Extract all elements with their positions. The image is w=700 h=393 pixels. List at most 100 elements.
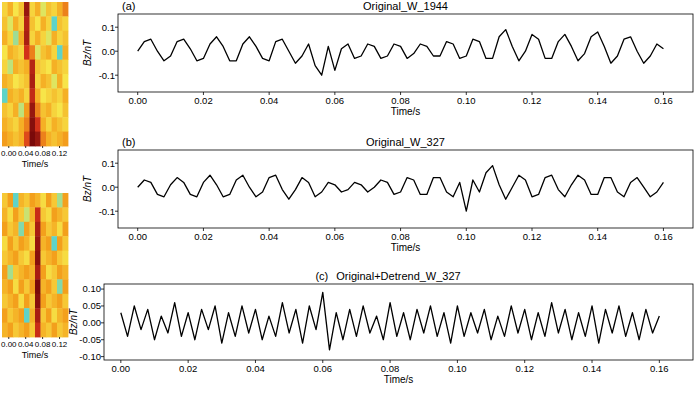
- heat-cell: [63, 2, 69, 17]
- heat-cell: [30, 74, 36, 89]
- heat-cell: [13, 117, 19, 132]
- heat-cell: [30, 60, 36, 75]
- heat-cell: [24, 74, 30, 89]
- heat-cell: [35, 2, 41, 17]
- x-tick-label: 0.12: [523, 231, 542, 242]
- heat-cell: [46, 222, 52, 237]
- heat-cell: [13, 294, 19, 309]
- heat-cell: [8, 117, 14, 132]
- heat-cell: [35, 103, 41, 118]
- heat-cell: [41, 265, 47, 280]
- x-tick-label: 0.02: [194, 231, 213, 242]
- heat-cell: [8, 323, 14, 338]
- heatmap-panel: 0.000.040.080.12Time/s: [1, 2, 68, 169]
- heat-cell: [30, 323, 36, 338]
- heat-cell: [19, 31, 25, 46]
- heat-cell: [41, 236, 47, 251]
- heat-cell: [19, 279, 25, 294]
- heat-cell: [63, 251, 69, 266]
- heat-cell: [63, 16, 69, 31]
- heat-cell: [46, 236, 52, 251]
- plot-area: [138, 166, 664, 212]
- heat-cell: [35, 308, 41, 323]
- y-tick-label: 0.00: [83, 317, 102, 328]
- heat-cell: [30, 132, 36, 147]
- line-panel: 0.000.020.040.060.080.100.120.140.160.10…: [82, 136, 693, 253]
- heat-cell: [2, 31, 8, 46]
- heat-cell: [8, 251, 14, 266]
- heat-cell: [30, 45, 36, 60]
- heat-cell: [41, 207, 47, 222]
- heat-cell: [30, 117, 36, 132]
- x-tick-label: 0.14: [588, 231, 607, 242]
- heat-cell: [13, 132, 19, 147]
- heat-cell: [8, 193, 14, 208]
- heat-cell: [52, 323, 58, 338]
- y-tick: [115, 163, 118, 164]
- heat-cell: [63, 103, 69, 118]
- heat-cell: [2, 207, 8, 222]
- heat-cell: [30, 207, 36, 222]
- heat-cell: [35, 279, 41, 294]
- heat-cell: [57, 132, 63, 147]
- heat-cell: [52, 2, 58, 17]
- heat-cell: [57, 251, 63, 266]
- heat-cell: [41, 16, 47, 31]
- x-tick-label: 0.10: [457, 231, 476, 242]
- heat-cell: [24, 193, 30, 208]
- y-tick-label: -0.1: [99, 206, 115, 217]
- heat-cell: [57, 279, 63, 294]
- plot-frame: [104, 284, 693, 360]
- heat-cell: [63, 117, 69, 132]
- panel-title: Original_W_327: [366, 136, 445, 148]
- x-tick-label: 0.04: [260, 95, 279, 106]
- x-tick-label: 0.00: [1, 340, 17, 349]
- heat-cell: [30, 103, 36, 118]
- heat-cell: [8, 236, 14, 251]
- heat-cell: [30, 88, 36, 103]
- heat-cell: [13, 103, 19, 118]
- heat-cell: [57, 60, 63, 75]
- heat-cell: [46, 60, 52, 75]
- heat-cell: [24, 279, 30, 294]
- heat-cell: [19, 16, 25, 31]
- heat-cell: [52, 251, 58, 266]
- x-tick: [59, 146, 60, 148]
- heat-cell: [2, 16, 8, 31]
- heat-cell: [13, 31, 19, 46]
- heat-cell: [57, 265, 63, 280]
- y-tick-label: -0.10: [79, 351, 101, 362]
- heat-cell: [13, 2, 19, 17]
- heat-cell: [19, 88, 25, 103]
- heat-cell: [30, 279, 36, 294]
- heat-cell: [57, 74, 63, 89]
- x-tick-label: 0.06: [314, 363, 333, 374]
- heat-cell: [24, 251, 30, 266]
- heat-cell: [63, 222, 69, 237]
- heat-cell: [30, 222, 36, 237]
- x-tick: [25, 146, 26, 148]
- x-axis-label: Time/s: [384, 374, 414, 385]
- x-tick-label: 0.00: [128, 231, 147, 242]
- y-tick: [101, 289, 104, 290]
- y-tick: [101, 305, 104, 306]
- heat-cell: [35, 60, 41, 75]
- heat-cell: [52, 60, 58, 75]
- heat-cell: [52, 236, 58, 251]
- y-tick: [115, 27, 118, 28]
- x-tick-label: 0.12: [523, 95, 542, 106]
- y-tick: [101, 322, 104, 323]
- heat-cell: [19, 103, 25, 118]
- heat-cell: [46, 132, 52, 147]
- heat-cell: [13, 222, 19, 237]
- heat-cell: [30, 16, 36, 31]
- heat-cell: [35, 74, 41, 89]
- x-axis-label: Time/s: [391, 106, 421, 117]
- heat-cell: [35, 222, 41, 237]
- heat-cell: [41, 74, 47, 89]
- x-tick: [42, 337, 43, 339]
- x-tick-label: 0.10: [457, 95, 476, 106]
- heat-cell: [2, 117, 8, 132]
- heat-cell: [41, 279, 47, 294]
- heat-cell: [46, 88, 52, 103]
